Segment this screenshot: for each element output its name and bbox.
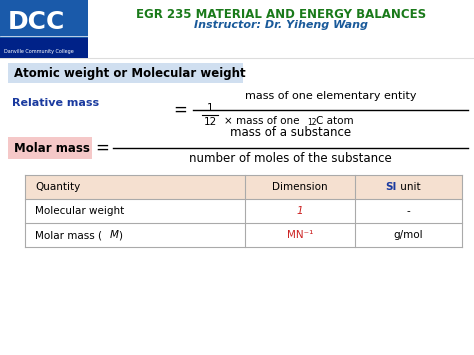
Text: 1: 1 [207,103,213,113]
Text: =: = [95,139,109,157]
Text: g/mol: g/mol [394,230,423,240]
Text: 1: 1 [297,206,303,216]
Text: Molar mass: Molar mass [14,142,90,154]
Bar [8,63,243,83]
Text: SI: SI [385,182,396,192]
Text: 12: 12 [307,118,317,127]
Text: Quantity: Quantity [35,182,80,192]
Text: number of moles of the substance: number of moles of the substance [189,152,392,165]
Text: unit: unit [398,182,421,192]
Text: Molecular weight: Molecular weight [35,206,124,216]
Text: DCC: DCC [8,10,65,34]
Text: MN⁻¹: MN⁻¹ [287,230,313,240]
Text: Molar mass (: Molar mass ( [35,230,102,240]
Text: Danville Community College: Danville Community College [4,49,74,54]
Text: -: - [407,206,410,216]
Text: =: = [173,101,187,119]
Text: Dimension: Dimension [272,182,328,192]
Bar [25,175,462,199]
Bar [8,137,92,159]
Text: C atom: C atom [316,116,354,126]
Text: Instructor: Dr. Yiheng Wang: Instructor: Dr. Yiheng Wang [194,20,368,30]
Text: ): ) [118,230,122,240]
Text: mass of a substance: mass of a substance [230,126,351,139]
Text: 12: 12 [203,117,217,127]
Bar [0,38,88,58]
Text: mass of one elementary entity: mass of one elementary entity [245,91,416,101]
Text: Atomic weight or Molecular weight: Atomic weight or Molecular weight [14,66,246,80]
Text: EGR 235 MATERIAL AND ENERGY BALANCES: EGR 235 MATERIAL AND ENERGY BALANCES [136,8,426,21]
Bar [0,0,88,58]
Text: M: M [110,230,119,240]
Text: Relative mass: Relative mass [12,98,99,108]
Text: × mass of one: × mass of one [224,116,303,126]
